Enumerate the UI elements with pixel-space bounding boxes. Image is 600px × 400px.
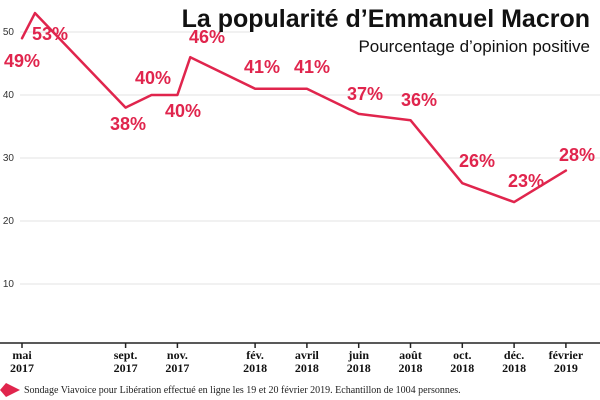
source-note: Sondage Viavoice pour Libération effectu…	[24, 385, 461, 396]
legend-marker-icon	[0, 383, 20, 397]
x-tick-year: 2018	[347, 361, 371, 375]
data-label: 41%	[294, 57, 330, 77]
x-tick-year: 2018	[399, 361, 423, 375]
x-tick-year: 2018	[243, 361, 267, 375]
y-tick-label: 20	[3, 216, 15, 227]
data-label: 46%	[189, 27, 225, 47]
y-axis: 10 20 30 40 50	[3, 27, 15, 290]
x-tick-year: 2017	[114, 361, 138, 375]
x-tick-label: oct.	[453, 348, 471, 362]
data-label: 36%	[401, 90, 437, 110]
x-tick-label: fév.	[246, 348, 264, 362]
x-tick-label: sept.	[114, 348, 138, 362]
x-tick-year: 2018	[295, 361, 319, 375]
data-label: 26%	[459, 151, 495, 171]
data-label: 23%	[508, 171, 544, 191]
data-label: 37%	[347, 84, 383, 104]
data-label: 28%	[559, 145, 595, 165]
x-tick-label: déc.	[504, 348, 524, 362]
data-label: 40%	[135, 68, 171, 88]
y-tick-label: 50	[3, 27, 15, 38]
chart-title: La popularité d’Emmanuel Macron	[182, 5, 590, 33]
data-label: 38%	[110, 114, 146, 134]
x-tick-label: nov.	[167, 348, 188, 362]
data-label: 53%	[32, 24, 68, 44]
y-tick-label: 40	[3, 90, 15, 101]
y-tick-label: 30	[3, 153, 15, 164]
gridlines	[20, 31, 600, 285]
y-tick-label: 10	[3, 279, 15, 290]
x-tick-year: 2018	[502, 361, 526, 375]
x-tick-label: mai	[12, 348, 32, 362]
data-labels: 49% 53% 38% 40% 40% 46% 41% 41% 37% 36% 26% 23% 28%	[4, 24, 595, 191]
x-tick-year: 2019	[554, 361, 578, 375]
x-tick-year: 2017	[10, 361, 34, 375]
data-label: 40%	[165, 101, 201, 121]
x-tick-label: juin	[347, 348, 369, 362]
x-tick-label: février	[549, 348, 584, 362]
x-tick-year: 2017	[165, 361, 189, 375]
chart-subtitle: Pourcentage d’opinion positive	[358, 37, 590, 56]
data-label: 41%	[244, 57, 280, 77]
x-axis: mai2017sept.2017nov.2017fév.2018avril201…	[10, 343, 584, 375]
x-tick-year: 2018	[450, 361, 474, 375]
x-tick-label: avril	[295, 348, 320, 362]
data-label: 49%	[4, 51, 40, 71]
x-tick-label: août	[399, 348, 422, 362]
series-line	[20, 11, 568, 204]
